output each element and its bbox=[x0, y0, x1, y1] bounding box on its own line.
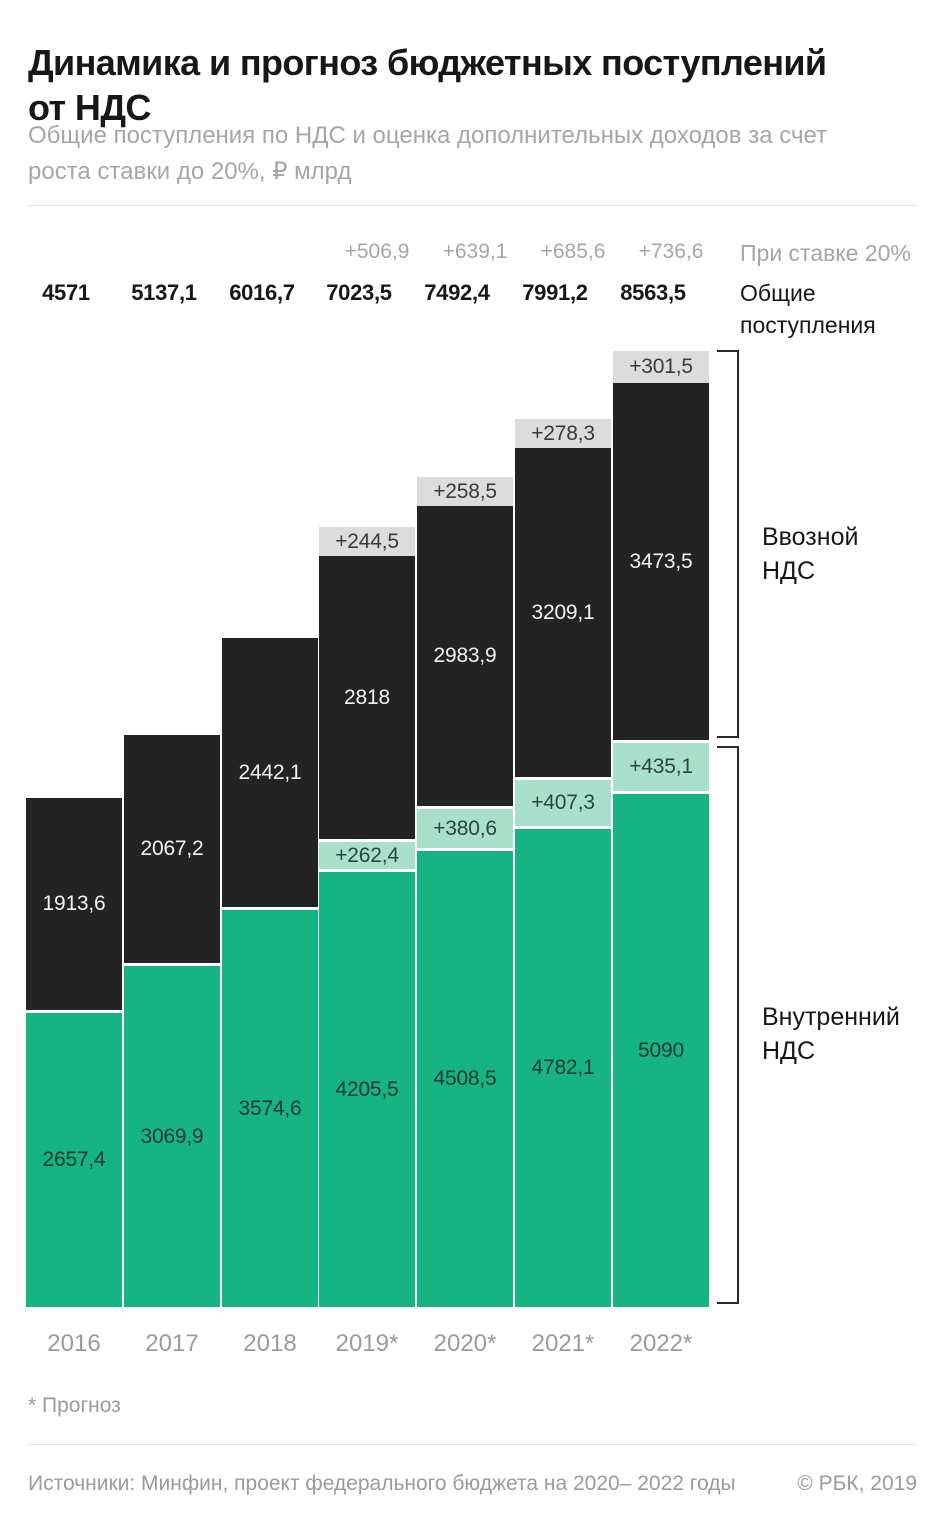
bar-segment-import-add: +301,5 bbox=[613, 351, 709, 383]
bar-value-label: 3209,1 bbox=[531, 600, 595, 624]
x-axis-label: 2019* bbox=[335, 1330, 399, 1357]
title-line-2: от НДС bbox=[28, 87, 151, 129]
domestic-vat-bracket bbox=[717, 746, 739, 1304]
bar-value-label: 2983,9 bbox=[433, 644, 497, 667]
addition-at-20pct-value: +639,1 bbox=[442, 240, 508, 263]
bar-segment-domestic-add: +435,1 bbox=[613, 743, 709, 791]
bar-value-label: +258,5 bbox=[433, 479, 497, 503]
title-line-1: Динамика и прогноз бюджетных поступлений bbox=[28, 42, 827, 84]
x-axis-label: 2018 bbox=[243, 1330, 297, 1357]
bar-value-label: +301,5 bbox=[629, 355, 693, 378]
bar-segment-domestic: 3069,9 bbox=[124, 966, 220, 1307]
bar-segment-import: 2442,1 bbox=[222, 638, 318, 907]
bar-value-label: 2067,2 bbox=[140, 837, 204, 860]
x-axis-label: 2021* bbox=[531, 1330, 595, 1357]
footer-divider bbox=[28, 1444, 917, 1445]
forecast-footnote: * Прогноз bbox=[28, 1394, 121, 1417]
bar-value-label: +278,3 bbox=[531, 421, 595, 445]
total-value: 7492,4 bbox=[424, 280, 490, 305]
bar-value-label: 4782,1 bbox=[531, 1056, 595, 1079]
import-vat-bracket bbox=[717, 350, 739, 738]
bar-segment-domestic-add: +380,6 bbox=[417, 809, 513, 848]
bar-segment-import: 2983,9 bbox=[417, 506, 513, 806]
subtitle-line-2: роста ставки до 20%, ₽ млрд bbox=[28, 158, 352, 185]
page-title: Динамика и прогноз бюджетных поступлений… bbox=[28, 40, 908, 130]
addition-at-20pct-value: +736,6 bbox=[638, 240, 704, 263]
bar-value-label: 1913,6 bbox=[42, 892, 106, 915]
bar-value-label: 2657,4 bbox=[42, 1148, 106, 1171]
x-axis-label: 2020* bbox=[433, 1330, 497, 1357]
bar-value-label: 3069,9 bbox=[140, 1124, 204, 1148]
x-axis-label: 2022* bbox=[629, 1330, 693, 1357]
totals-row-label: Общие поступления bbox=[740, 280, 876, 338]
bar-segment-import-add: +258,5 bbox=[417, 477, 513, 506]
bar-value-label: 2818 bbox=[344, 685, 390, 709]
bar-segment-domestic-add: +407,3 bbox=[515, 780, 611, 826]
bar-segment-domestic: 4782,1 bbox=[515, 829, 611, 1307]
bar-segment-import: 2067,2 bbox=[124, 735, 220, 963]
addition-at-20pct-value: +685,6 bbox=[540, 240, 606, 263]
header-divider bbox=[28, 205, 917, 206]
bar-value-label: +380,6 bbox=[433, 816, 497, 840]
bar-value-label: 4205,5 bbox=[335, 1077, 399, 1101]
bar-value-label: +244,5 bbox=[335, 529, 399, 553]
bar-value-label: 3473,5 bbox=[629, 549, 693, 573]
bar-segment-domestic: 4205,5 bbox=[319, 872, 415, 1307]
page-subtitle: Общие поступления по НДС и оценка дополн… bbox=[28, 118, 908, 190]
bar-segment-import: 3473,5 bbox=[613, 383, 709, 740]
total-value: 8563,5 bbox=[620, 280, 686, 305]
total-value: 7991,2 bbox=[522, 280, 588, 305]
source-credit: Источники: Минфин, проект федерального б… bbox=[28, 1472, 736, 1495]
bar-value-label: +435,1 bbox=[629, 755, 693, 778]
bar-segment-import-add: +278,3 bbox=[515, 419, 611, 448]
bar-value-label: 3574,6 bbox=[238, 1096, 302, 1120]
rate20-row-label: При ставке 20% bbox=[740, 240, 911, 266]
addition-at-20pct-value: +506,9 bbox=[344, 240, 410, 263]
x-axis-label: 2017 bbox=[145, 1330, 199, 1357]
bar-segment-domestic-add: +262,4 bbox=[319, 842, 415, 869]
bar-value-label: 5090 bbox=[638, 1038, 684, 1062]
bar-value-label: +262,4 bbox=[335, 843, 399, 867]
bar-segment-import: 2818 bbox=[319, 556, 415, 839]
import-vat-legend-label: Ввозной НДС bbox=[762, 523, 859, 585]
total-value: 4571 bbox=[42, 280, 90, 305]
total-value: 7023,5 bbox=[326, 280, 392, 305]
bar-segment-import: 1913,6 bbox=[26, 798, 122, 1010]
bar-segment-domestic: 3574,6 bbox=[222, 910, 318, 1307]
copyright-credit: © РБК, 2019 bbox=[797, 1472, 917, 1495]
bar-value-label: 2442,1 bbox=[238, 760, 302, 784]
bar-value-label: +407,3 bbox=[531, 791, 595, 814]
x-axis-label: 2016 bbox=[47, 1330, 101, 1357]
bar-segment-import: 3209,1 bbox=[515, 448, 611, 777]
bar-segment-import-add: +244,5 bbox=[319, 527, 415, 556]
total-value: 5137,1 bbox=[131, 280, 197, 305]
bar-segment-domestic: 2657,4 bbox=[26, 1013, 122, 1307]
bar-segment-domestic: 4508,5 bbox=[417, 851, 513, 1307]
bar-segment-domestic: 5090 bbox=[613, 794, 709, 1307]
subtitle-line-1: Общие поступления по НДС и оценка дополн… bbox=[28, 122, 827, 149]
bar-value-label: 4508,5 bbox=[433, 1067, 497, 1090]
total-value: 6016,7 bbox=[229, 280, 295, 305]
domestic-vat-legend-label: Внутренний НДС bbox=[762, 1003, 900, 1065]
